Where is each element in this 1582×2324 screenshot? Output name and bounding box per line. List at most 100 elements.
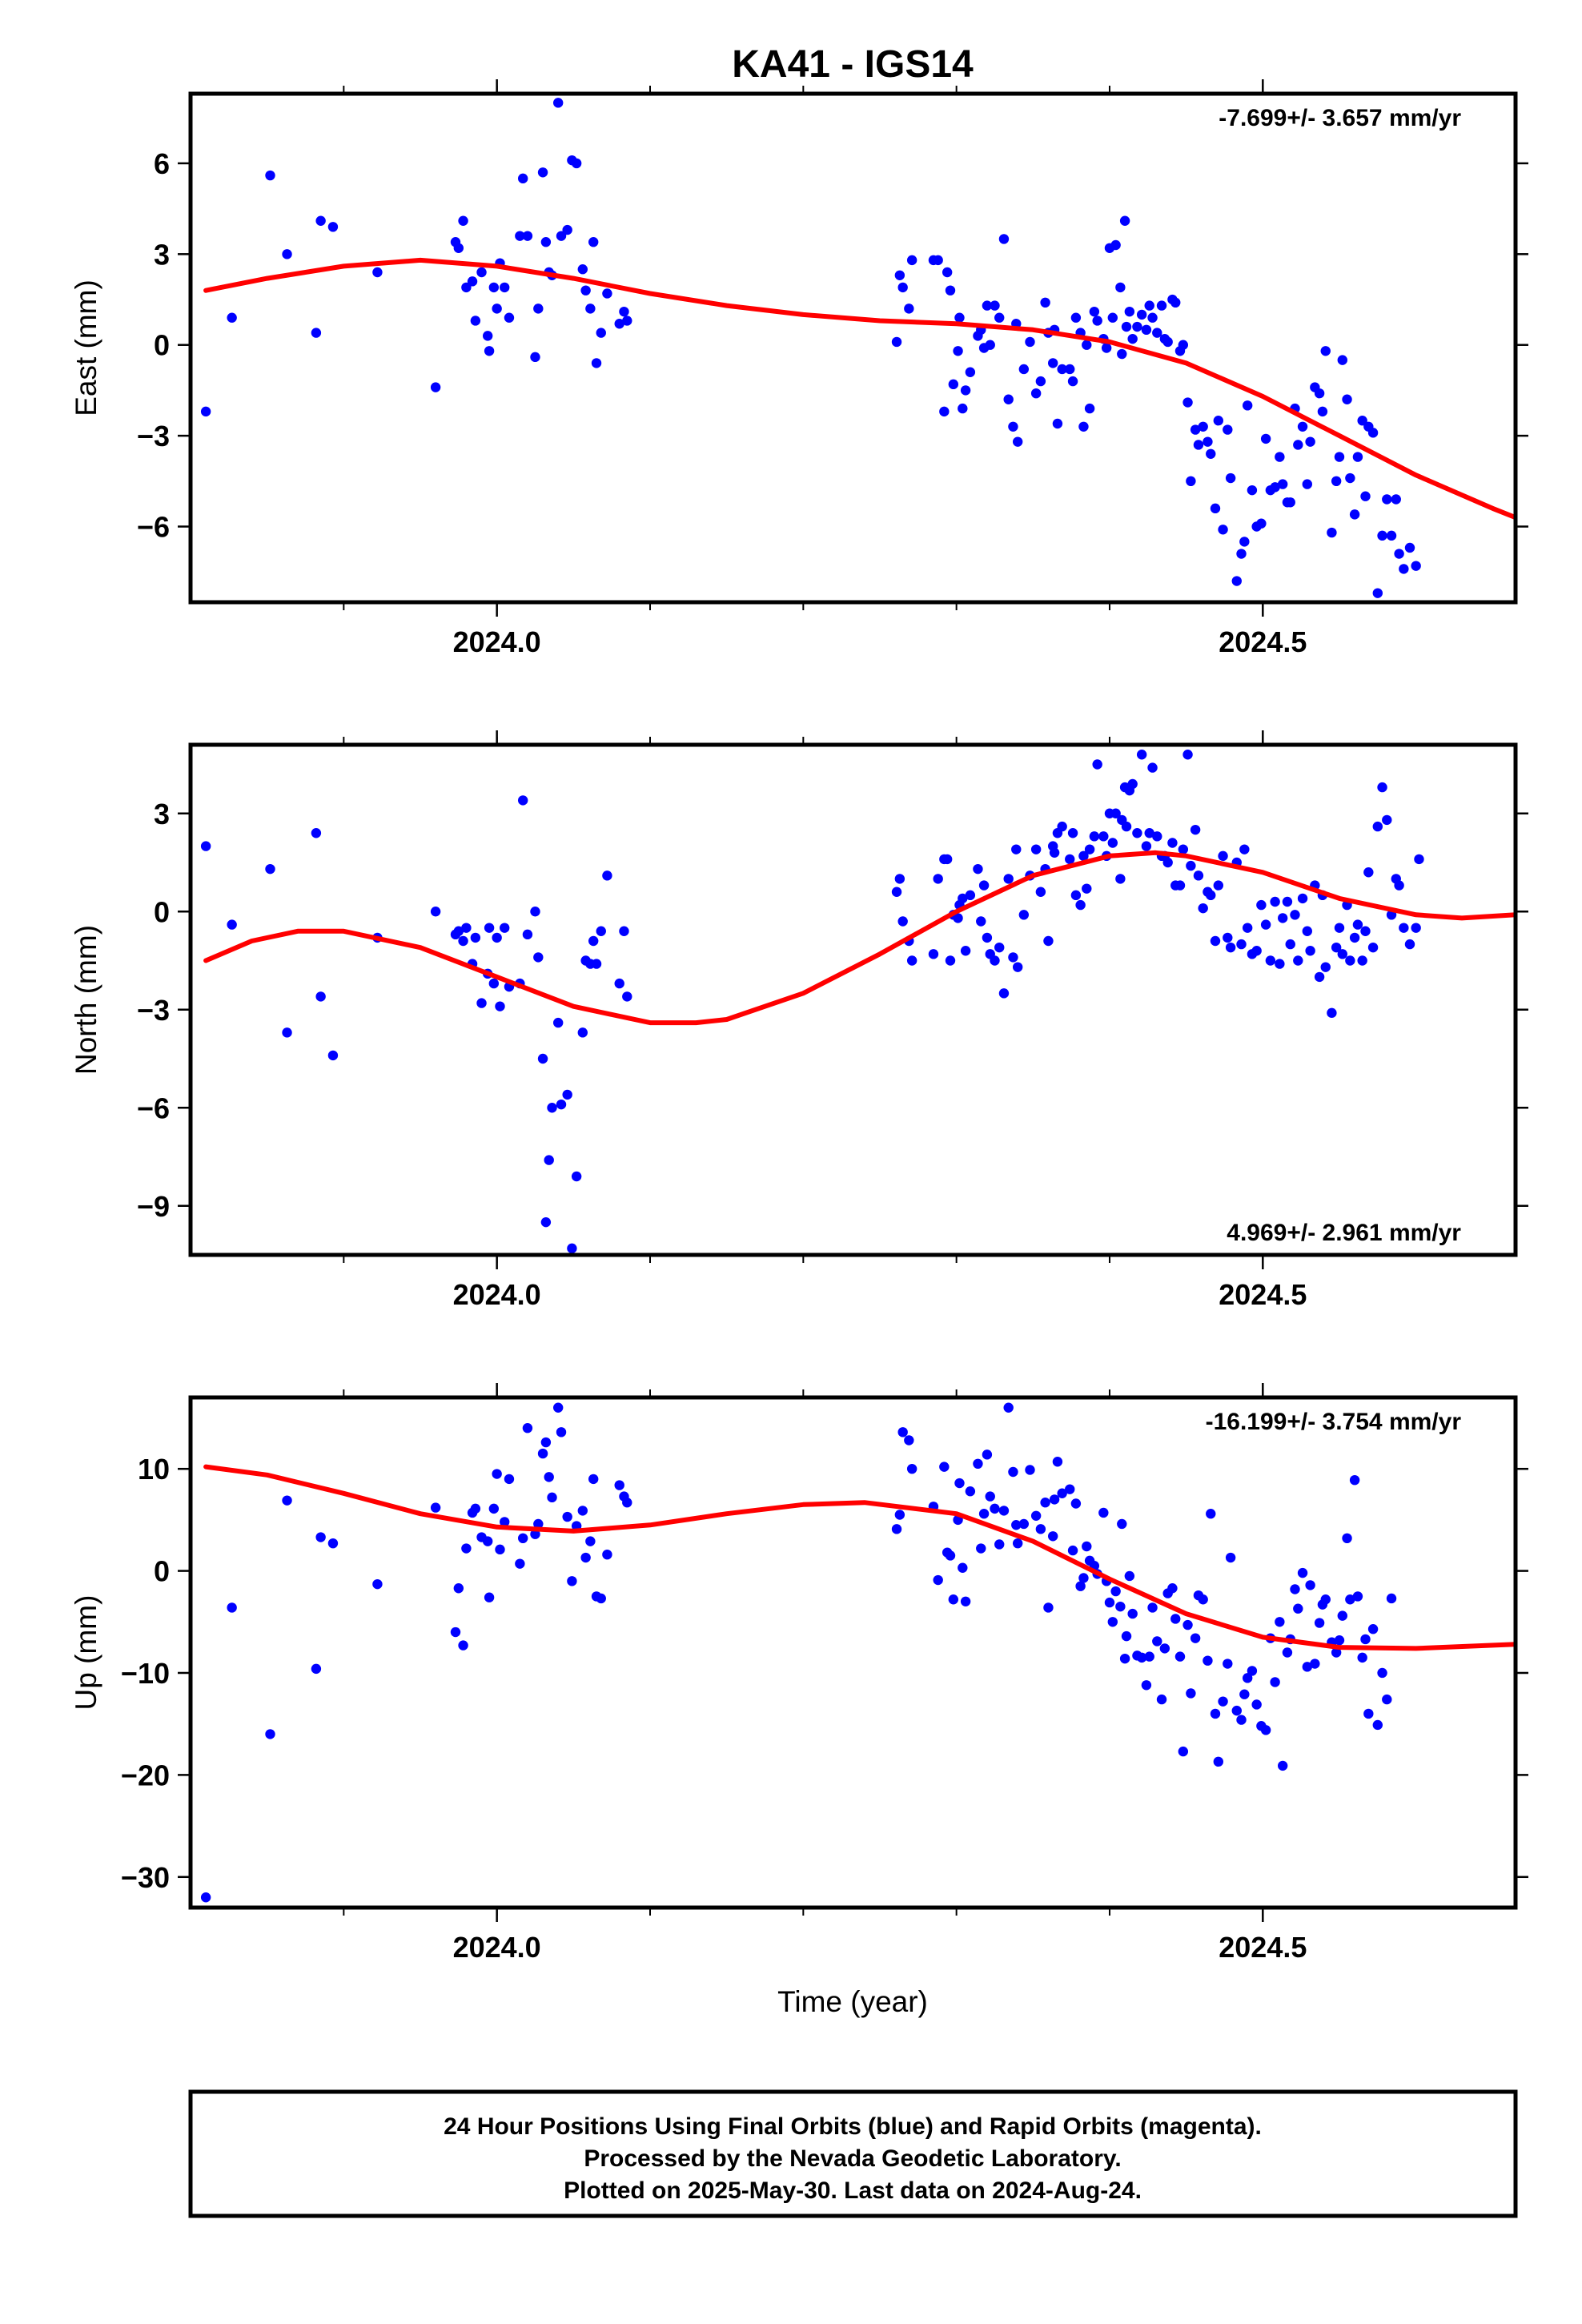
data-point [1075, 899, 1086, 911]
data-point [596, 926, 606, 936]
data-point [533, 952, 544, 963]
data-point [1092, 316, 1102, 326]
data-point [1082, 1541, 1092, 1552]
rate-label: -7.699+/- 3.657 mm/yr [1219, 105, 1461, 131]
y-tick-label: −3 [137, 994, 170, 1027]
data-point [1132, 321, 1142, 332]
data-point [622, 1498, 632, 1508]
data-point [1394, 880, 1404, 891]
y-tick-label: 3 [154, 238, 170, 271]
data-point [544, 1472, 554, 1482]
data-point [1127, 778, 1138, 790]
data-point [577, 1506, 588, 1516]
data-point [1115, 1601, 1126, 1612]
data-point [1030, 844, 1042, 854]
data-point [1275, 1617, 1285, 1627]
data-point [1110, 1586, 1121, 1597]
data-point [994, 942, 1005, 953]
data-point [1334, 452, 1345, 462]
data-point [1360, 1634, 1371, 1645]
data-point [978, 1509, 990, 1519]
panel-east: 2024.0 2024.5 6 3 0 −3 −6 East (mm) -7.699+/- 3.… [70, 79, 1528, 658]
data-point [1089, 831, 1100, 842]
data-point [430, 907, 441, 917]
data-point [500, 923, 510, 933]
data-point [1147, 312, 1158, 323]
data-point [1025, 1465, 1035, 1475]
data-point [1282, 1647, 1293, 1658]
data-point [327, 222, 339, 232]
data-point [1141, 324, 1152, 336]
data-point [588, 237, 599, 247]
data-point [1035, 376, 1046, 387]
data-point [1334, 1635, 1345, 1646]
data-point [1320, 1594, 1331, 1605]
data-point [1107, 838, 1118, 848]
data-point [1012, 436, 1023, 447]
data-point [500, 282, 510, 293]
data-point [1098, 1507, 1109, 1518]
data-point [1190, 824, 1201, 835]
data-point [580, 1552, 591, 1563]
data-point [994, 1539, 1005, 1550]
data-point [265, 170, 275, 181]
data-point [1331, 1647, 1342, 1658]
data-point [500, 1517, 510, 1527]
data-point [1067, 828, 1078, 838]
plot-frame [188, 1395, 1518, 1910]
data-point [1297, 421, 1308, 432]
data-point [894, 1510, 905, 1520]
data-point [1236, 939, 1247, 950]
data-point [990, 1503, 1000, 1514]
y-tick-label: 0 [154, 895, 170, 928]
data-point [958, 403, 968, 414]
data-point [1178, 340, 1189, 350]
data-point [540, 237, 552, 247]
data-point [515, 1558, 525, 1569]
data-point [556, 1099, 567, 1110]
data-point [591, 959, 602, 969]
data-point [1260, 433, 1271, 444]
data-point [1070, 890, 1082, 901]
data-point [562, 224, 572, 235]
data-point [897, 916, 908, 927]
data-point [960, 1596, 971, 1607]
data-point [1265, 955, 1276, 966]
data-point [522, 231, 533, 241]
data-point [470, 316, 481, 326]
data-point [1210, 1708, 1221, 1719]
data-point [1178, 1746, 1189, 1757]
data-point [1136, 750, 1147, 760]
data-point [461, 282, 472, 293]
data-point [1136, 309, 1147, 320]
data-point [1156, 300, 1167, 311]
data-point [954, 312, 965, 323]
data-point [504, 312, 515, 323]
data-point [1186, 1688, 1196, 1699]
data-point [591, 358, 602, 368]
data-point [1404, 939, 1415, 950]
data-point [906, 255, 917, 266]
data-point [1345, 472, 1355, 484]
data-point [1293, 440, 1303, 450]
data-point [619, 306, 629, 317]
footer-line-3: Plotted on 2025-May-30. Last data on 202… [564, 2177, 1142, 2204]
data-point [1270, 482, 1280, 493]
data-point [1084, 844, 1095, 854]
data-point [982, 932, 993, 943]
data-point [585, 304, 596, 314]
y-axis-label: Up (mm) [70, 1595, 102, 1711]
data-point [1057, 1488, 1067, 1498]
data-point [1119, 215, 1130, 226]
data-point [1011, 1520, 1022, 1530]
data-point [1136, 1652, 1147, 1663]
data-point [1239, 537, 1250, 547]
data-point [1297, 893, 1308, 904]
data-point [562, 1089, 572, 1100]
y-tick-label: 6 [154, 147, 170, 180]
data-point [1003, 874, 1014, 884]
data-point [1206, 448, 1216, 459]
data-point [1210, 503, 1221, 514]
data-point [492, 932, 502, 943]
